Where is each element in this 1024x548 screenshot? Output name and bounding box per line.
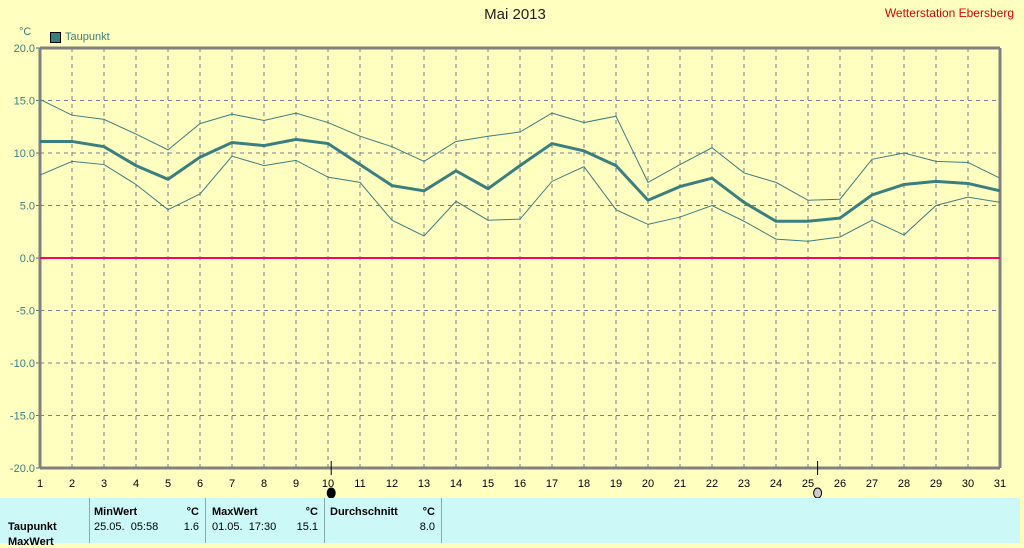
full-moon-icon xyxy=(814,488,822,498)
x-tick-label: 5 xyxy=(165,478,171,490)
max-unit: °C xyxy=(306,506,318,518)
legend-swatch xyxy=(50,32,61,43)
x-tick-label: 31 xyxy=(994,478,1006,490)
station-name: Wetterstation Ebersberg xyxy=(885,6,1014,20)
min-header: MinWert xyxy=(94,506,137,518)
max-col: MaxWert °C 01.05. 17:30 15.1 xyxy=(206,498,325,543)
avg-col: Durchschnitt °C 8.0 xyxy=(325,498,442,543)
avg-value: 8.0 xyxy=(420,521,435,533)
y-tick-label: -20.0 xyxy=(10,463,35,475)
stats-table: Taupunkt MaxWert MinWert °C 25.05. 05:58… xyxy=(0,498,1020,543)
legend-label: Taupunkt xyxy=(65,31,110,43)
row-label: Taupunkt xyxy=(8,521,57,533)
max-value: 15.1 xyxy=(297,521,318,533)
x-tick-label: 6 xyxy=(197,478,203,490)
x-tick-label: 2 xyxy=(69,478,75,490)
x-tick-label: 1 xyxy=(37,478,43,490)
row2-label: MaxWert xyxy=(8,536,54,548)
avg-unit: °C xyxy=(423,506,435,518)
x-tick-label: 27 xyxy=(866,478,878,490)
x-tick-label: 8 xyxy=(261,478,267,490)
x-tick-label: 7 xyxy=(229,478,235,490)
new-moon-icon xyxy=(327,488,335,498)
y-tick-label: 5.0 xyxy=(20,201,35,213)
x-tick-label: 23 xyxy=(738,478,750,490)
x-tick-label: 11 xyxy=(354,478,365,490)
x-tick-label: 14 xyxy=(450,478,462,490)
x-tick-label: 30 xyxy=(962,478,974,490)
x-tick-label: 25 xyxy=(802,478,814,490)
x-tick-label: 4 xyxy=(133,478,139,490)
x-tick-label: 9 xyxy=(293,478,299,490)
max-time: 01.05. 17:30 xyxy=(212,521,276,533)
y-tick-label: -10.0 xyxy=(10,358,35,370)
avg-header: Durchschnitt xyxy=(330,506,398,518)
max-header: MaxWert xyxy=(212,506,258,518)
row-label-col: Taupunkt MaxWert xyxy=(0,498,90,543)
x-tick-label: 13 xyxy=(418,478,430,490)
y-tick-label: 0.0 xyxy=(20,253,35,265)
x-tick-label: 19 xyxy=(610,478,622,490)
x-tick-label: 17 xyxy=(546,478,558,490)
chart-title: Mai 2013 xyxy=(0,6,1024,23)
y-tick-label: 15.0 xyxy=(14,96,35,108)
x-tick-label: 16 xyxy=(514,478,526,490)
min-time: 25.05. 05:58 xyxy=(94,521,158,533)
y-tick-label: -15.0 xyxy=(10,411,35,423)
y-tick-label: -5.0 xyxy=(16,306,35,318)
x-tick-label: 3 xyxy=(101,478,107,490)
x-tick-label: 12 xyxy=(386,478,398,490)
x-tick-label: 22 xyxy=(706,478,718,490)
y-tick-label: 20.0 xyxy=(14,43,35,55)
min-unit: °C xyxy=(187,506,199,518)
y-axis-unit: °C xyxy=(19,26,31,38)
x-tick-label: 28 xyxy=(898,478,910,490)
x-tick-label: 18 xyxy=(578,478,590,490)
x-tick-label: 20 xyxy=(642,478,654,490)
y-tick-label: 10.0 xyxy=(14,148,35,160)
min-col: MinWert °C 25.05. 05:58 1.6 xyxy=(89,498,206,543)
x-tick-label: 24 xyxy=(770,478,782,490)
legend: Taupunkt xyxy=(50,31,110,43)
x-tick-label: 15 xyxy=(482,478,494,490)
min-value: 1.6 xyxy=(184,521,199,533)
x-tick-label: 29 xyxy=(930,478,942,490)
x-tick-label: 26 xyxy=(834,478,846,490)
x-tick-label: 21 xyxy=(674,478,686,490)
